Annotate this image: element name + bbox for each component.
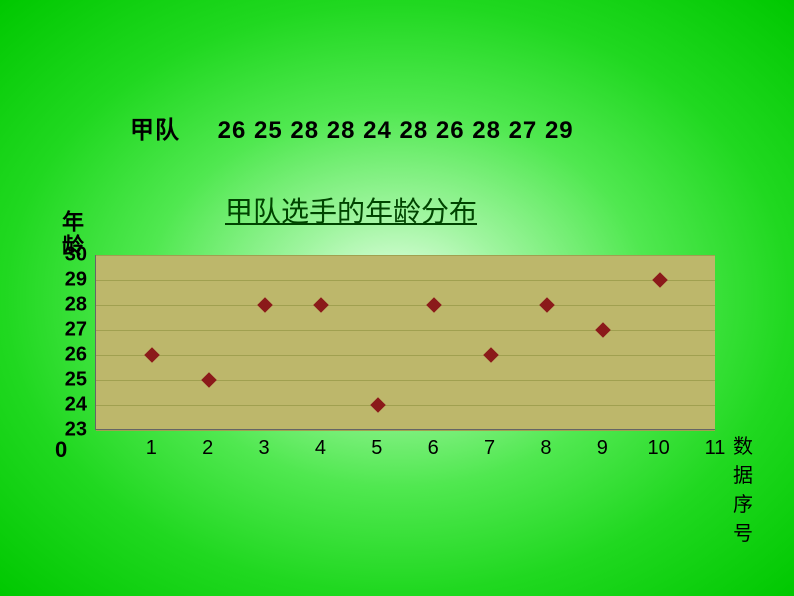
- data-marker: [145, 347, 161, 363]
- chart-container: 2324252627282930 0 1234567891011 数据序号: [45, 255, 765, 485]
- x-tick: 4: [315, 437, 326, 460]
- grid-line: [96, 305, 715, 306]
- x-tick: 7: [484, 437, 495, 460]
- grid-line: [96, 355, 715, 356]
- team-label: 甲队: [130, 117, 180, 144]
- x-tick: 8: [540, 437, 551, 460]
- grid-line: [96, 430, 715, 431]
- y-tick: 28: [65, 294, 87, 317]
- x-tick: 2: [202, 437, 213, 460]
- y-tick: 26: [65, 344, 87, 367]
- data-marker: [652, 272, 668, 288]
- data-marker: [257, 297, 273, 313]
- x-tick: 10: [648, 437, 670, 460]
- data-marker: [595, 322, 611, 338]
- data-marker: [483, 347, 499, 363]
- grid-line: [96, 405, 715, 406]
- data-marker: [314, 297, 330, 313]
- data-values: 26 25 28 28 24 28 26 28 27 29: [218, 117, 574, 144]
- y-tick: 25: [65, 369, 87, 392]
- x-tick: 3: [259, 437, 270, 460]
- grid-line: [96, 380, 715, 381]
- grid-line: [96, 280, 715, 281]
- chart-title: 甲队选手的年龄分布: [225, 190, 477, 230]
- plot-area: [95, 255, 715, 430]
- y-tick: 29: [65, 269, 87, 292]
- x-tick: 1: [146, 437, 157, 460]
- y-tick: 27: [65, 319, 87, 342]
- y-tick: 23: [65, 419, 87, 442]
- grid-line: [96, 330, 715, 331]
- x-tick: 5: [371, 437, 382, 460]
- x-zero: 0: [55, 437, 67, 463]
- x-tick: 11: [705, 437, 726, 460]
- data-marker: [370, 397, 386, 413]
- x-axis-label: 数据序号: [733, 430, 765, 546]
- data-marker: [539, 297, 555, 313]
- grid-line: [96, 255, 715, 256]
- data-marker: [201, 372, 217, 388]
- x-tick: 6: [428, 437, 439, 460]
- y-tick: 30: [65, 244, 87, 267]
- y-tick: 24: [65, 394, 87, 417]
- data-marker: [426, 297, 442, 313]
- data-row: 甲队 26 25 28 28 24 28 26 28 27 29: [130, 110, 586, 145]
- x-tick: 9: [597, 437, 608, 460]
